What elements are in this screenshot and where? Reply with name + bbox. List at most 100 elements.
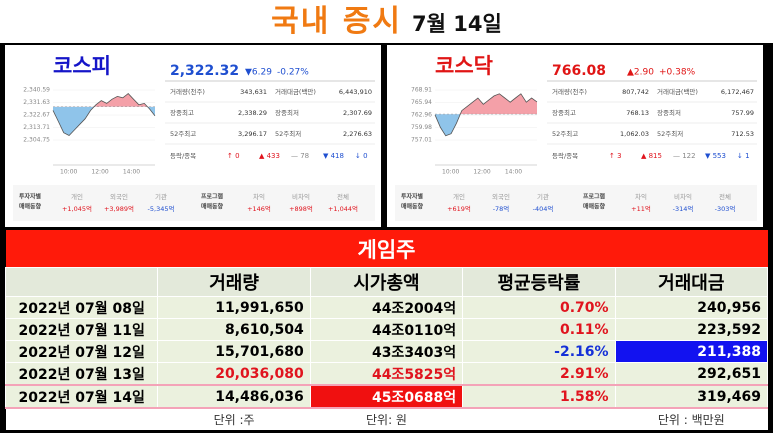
- cell: 0.70%: [462, 296, 616, 319]
- y-tick-label: 759.98: [411, 124, 432, 131]
- stat-value: 2,276.63: [343, 130, 372, 138]
- breadth-item: ↑ 3: [609, 152, 622, 160]
- spacer: [5, 408, 158, 430]
- date: 7월 14일: [412, 12, 502, 36]
- strip-value: -404억: [533, 205, 554, 213]
- cell: 20,036,080: [157, 362, 311, 386]
- data-row: 2022년 07월 12일 15,701,680 43조3403억 -2.16% 211…: [4, 340, 769, 363]
- stat-value: 768.13: [626, 109, 649, 117]
- strip-label: 비차익: [292, 192, 310, 201]
- spacer: [462, 408, 616, 430]
- stat-label: 52주최고: [552, 129, 578, 138]
- unit-row: 단위 :주 단위: 원 단위 : 백만원: [5, 408, 768, 430]
- cell: 44조2004억: [309, 296, 464, 319]
- y-tick-label: 765.94: [411, 99, 432, 106]
- strip-value: +898억: [289, 205, 313, 213]
- stat-label: 거래대금(백만): [275, 87, 316, 96]
- stat-value: 1,062.03: [620, 130, 649, 138]
- investor-strip: [13, 185, 375, 221]
- stat-label: 거래량(천주): [552, 87, 587, 96]
- strip-label: 차익: [253, 192, 265, 201]
- x-tick-label: 10:00: [60, 169, 77, 176]
- x-tick-label: 14:00: [123, 169, 140, 176]
- area-up: [94, 93, 148, 107]
- breadth-item: ▲ 433: [259, 152, 280, 160]
- cell: 11,991,650: [157, 296, 311, 319]
- breadth-item: ↓ 0: [355, 152, 368, 160]
- cell: 292,651: [614, 362, 769, 386]
- strip-label: 비차익: [674, 192, 692, 201]
- breadth-item: ▼ 418: [323, 152, 344, 160]
- x-tick-label: 10:00: [442, 169, 459, 176]
- strip-title: 매매동향: [19, 203, 42, 211]
- cell: 8,610,504: [157, 318, 311, 341]
- cell: 2.91%: [462, 362, 616, 386]
- stat-value: 343,631: [240, 88, 267, 96]
- date-cell: 2022년 07월 13일: [4, 362, 159, 386]
- rate: +0.38%: [659, 68, 696, 78]
- y-tick-label: 2,322.67: [23, 112, 50, 119]
- header-row: 거래량 시가총액 평균등락률 거래대금: [4, 267, 769, 297]
- header-corner: [4, 267, 159, 297]
- strip-value: -78억: [493, 205, 510, 213]
- investor-strip: [395, 185, 757, 221]
- strip-value: +1,045억: [62, 205, 92, 213]
- stat-label: 52주최고: [170, 129, 196, 138]
- cell: 0.11%: [462, 318, 616, 341]
- stat-label: 장중최저: [657, 108, 681, 117]
- strip-value: +3,989억: [104, 205, 134, 213]
- date-cell: 2022년 07월 08일: [4, 296, 159, 319]
- area-up: [435, 93, 537, 115]
- price-line: [52, 93, 156, 136]
- strip-label: 전체: [719, 192, 731, 201]
- cell: -2.16%: [462, 340, 616, 363]
- unit: 단위 : 백만원: [615, 408, 768, 430]
- x-tick-label: 12:00: [91, 169, 108, 176]
- strip-label: 외국인: [492, 192, 510, 201]
- stat-label: 52주최저: [275, 129, 301, 138]
- price: 766.08: [552, 63, 606, 79]
- price: 2,322.32: [170, 63, 239, 79]
- cell: 44조5825억: [309, 362, 464, 386]
- rate: -0.27%: [277, 68, 309, 78]
- breadth-item: ▼ 553: [705, 152, 726, 160]
- stat-label: 장중최저: [275, 108, 299, 117]
- y-tick-label: 2,331.63: [23, 99, 50, 106]
- stat-value: 6,172,467: [721, 88, 754, 96]
- area-down: [435, 114, 461, 136]
- cell: 14,486,036: [157, 384, 311, 409]
- y-tick-label: 757.01: [411, 137, 432, 144]
- strip-value: +619억: [447, 205, 471, 213]
- breadth-label: 등락/종목: [170, 152, 196, 160]
- breadth-item: ↓ 1: [737, 152, 750, 160]
- strip-title: 투자자별: [19, 193, 42, 201]
- x-tick-label: 12:00: [473, 169, 490, 176]
- strip-value: -303억: [715, 205, 736, 213]
- strip-label: 기관: [537, 192, 549, 201]
- strip-value: -314억: [673, 205, 694, 213]
- strip-value: -5,345억: [148, 205, 175, 213]
- stat-value: 712.53: [731, 130, 754, 138]
- x-tick-label: 14:00: [505, 169, 522, 176]
- game-stock-table: 게임주 거래량 시가총액 평균등락률 거래대금 2022년 07월 08일 11,991,6…: [4, 230, 769, 430]
- stat-label: 장중최고: [170, 108, 194, 117]
- column-header: 거래량: [157, 267, 311, 297]
- stat-label: 52주최저: [657, 129, 683, 138]
- market-name: 코스피: [53, 54, 111, 78]
- stat-value: 2,338.29: [238, 109, 267, 117]
- strip-label: 전체: [337, 192, 349, 201]
- market-name: 코스닥: [435, 54, 493, 78]
- y-tick-label: 768.91: [411, 87, 432, 94]
- strip-title: 투자자별: [401, 193, 424, 201]
- stat-value: 3,296.17: [238, 130, 267, 138]
- table-title: 게임주: [5, 230, 768, 268]
- column-header: 시가총액: [309, 267, 464, 297]
- stat-value: 807,742: [622, 88, 649, 96]
- y-tick-label: 2,304.75: [23, 137, 50, 144]
- breadth-item: — 78: [291, 152, 309, 160]
- cell: 240,956: [614, 296, 769, 319]
- price-line: [434, 93, 538, 137]
- y-tick-label: 2,313.71: [23, 124, 50, 131]
- change: ▲2.90: [627, 68, 654, 78]
- stat-label: 장중최고: [552, 108, 576, 117]
